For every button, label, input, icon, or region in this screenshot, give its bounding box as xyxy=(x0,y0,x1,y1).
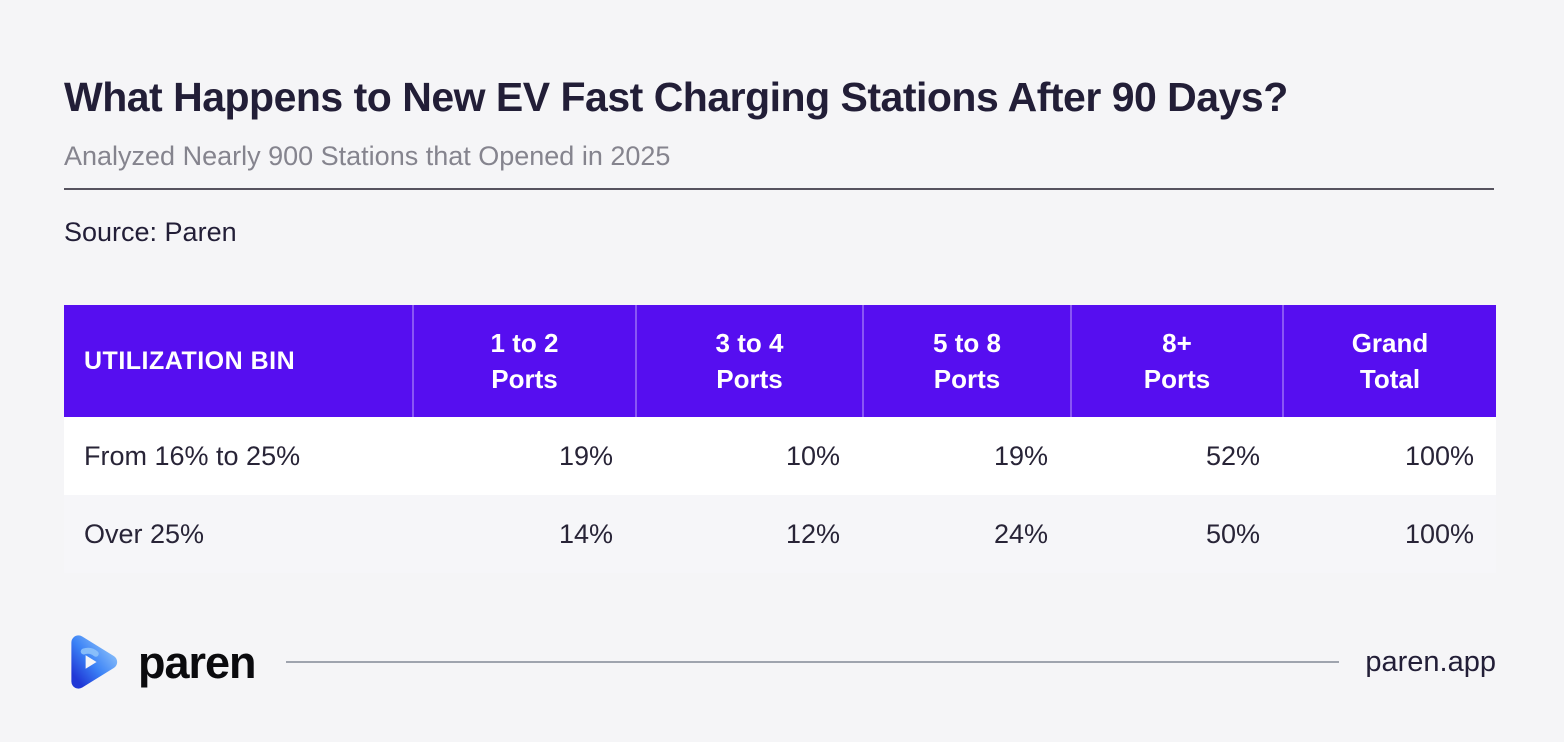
col-header-label: 1 to 2 xyxy=(490,328,559,358)
cell-value: 12% xyxy=(785,518,840,549)
cell-value: 50% xyxy=(1205,518,1260,549)
table-row: Over 25% 14% 12% 24% 50% 100% xyxy=(64,495,1496,573)
paren-logo-icon xyxy=(71,635,118,689)
footer-site-url: paren.app xyxy=(1365,645,1496,678)
col-header-8-plus-ports: 8+ Ports xyxy=(1070,305,1282,417)
col-header-grand-total: Grand Total xyxy=(1282,305,1496,417)
page-subtitle: Analyzed Nearly 900 Stations that Opened… xyxy=(64,141,671,171)
row-label: Over 25% xyxy=(84,518,205,549)
footer: paren paren.app xyxy=(56,620,1496,704)
table-row: From 16% to 25% 19% 10% 19% 52% 100% xyxy=(64,417,1496,495)
col-header-label: Ports xyxy=(1143,364,1211,394)
cell-value: 14% xyxy=(558,518,613,549)
col-header-label: Ports xyxy=(933,364,1001,394)
table-header-row: UTILIZATION BIN 1 to 2 Ports 3 to 4 Port… xyxy=(64,305,1496,417)
col-header-label: Grand xyxy=(1351,328,1429,358)
title-divider xyxy=(64,188,1494,190)
cell-value: 24% xyxy=(993,518,1048,549)
col-header-label: UTILIZATION BIN xyxy=(84,347,296,375)
footer-divider-line xyxy=(285,661,1340,663)
page-title: What Happens to New EV Fast Charging Sta… xyxy=(64,74,1288,120)
col-header-label: 3 to 4 xyxy=(715,328,784,358)
cell-value: 100% xyxy=(1404,518,1474,549)
col-header-label: 8+ xyxy=(1162,328,1192,358)
cell-value: 19% xyxy=(993,440,1048,471)
col-header-utilization-bin: UTILIZATION BIN xyxy=(64,305,412,417)
row-label: From 16% to 25% xyxy=(84,440,301,471)
col-header-label: Total xyxy=(1359,364,1421,394)
cell-value: 100% xyxy=(1404,440,1474,471)
source-label: Source: Paren xyxy=(64,217,237,247)
cell-value: 19% xyxy=(558,440,613,471)
col-header-label: Ports xyxy=(491,364,558,394)
col-header-5-to-8-ports: 5 to 8 Ports xyxy=(862,305,1070,417)
cell-value: 10% xyxy=(785,440,840,471)
col-header-label: 5 to 8 xyxy=(933,328,1001,358)
utilization-table: UTILIZATION BIN 1 to 2 Ports 3 to 4 Port… xyxy=(64,305,1496,573)
col-header-3-to-4-ports: 3 to 4 Ports xyxy=(635,305,862,417)
paren-logo: paren xyxy=(56,626,257,698)
col-header-label: Ports xyxy=(716,364,783,394)
paren-wordmark: paren xyxy=(138,636,257,688)
cell-value: 52% xyxy=(1205,440,1260,471)
col-header-1-to-2-ports: 1 to 2 Ports xyxy=(412,305,635,417)
